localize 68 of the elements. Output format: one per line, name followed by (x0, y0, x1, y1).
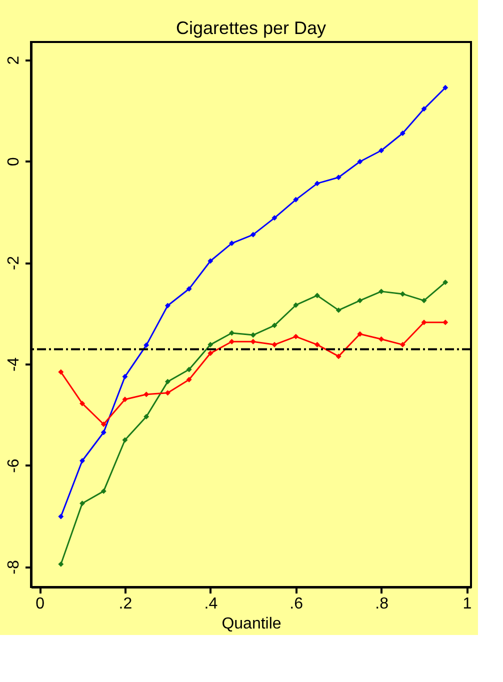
point (293, 196, 299, 202)
point (314, 292, 320, 298)
point (186, 376, 192, 382)
point (272, 342, 278, 348)
point (357, 158, 363, 164)
point (58, 561, 64, 567)
point (164, 302, 170, 308)
point (293, 302, 299, 308)
point (122, 437, 128, 443)
x-axis-title: Quantile (222, 616, 282, 632)
point (100, 488, 106, 494)
point (400, 342, 406, 348)
point (80, 500, 85, 506)
chart-title: Cigarettes per Day (176, 18, 326, 38)
point (144, 414, 150, 420)
x-tick-label: 1 (462, 596, 472, 612)
point (100, 422, 106, 427)
point (336, 354, 342, 360)
point (208, 258, 214, 264)
point (442, 320, 448, 326)
y-tick-label: 2 (6, 56, 22, 65)
point (400, 291, 406, 297)
point (442, 280, 448, 286)
point (122, 374, 128, 380)
point (122, 396, 128, 402)
x-tick-label: .6 (290, 596, 304, 612)
y-tick-label: -8 (6, 560, 22, 574)
point (250, 232, 256, 238)
point (186, 366, 192, 372)
point (100, 430, 106, 436)
point (144, 392, 150, 398)
point (58, 514, 64, 520)
point (378, 148, 384, 154)
point (272, 215, 278, 221)
point (336, 174, 342, 180)
point (164, 378, 170, 384)
point (229, 240, 235, 246)
point (421, 320, 427, 326)
point (272, 322, 278, 328)
point (336, 307, 342, 313)
point (164, 390, 170, 396)
x-tick-label: 0 (36, 596, 45, 612)
point (186, 286, 192, 292)
point (378, 288, 384, 294)
point (357, 331, 363, 337)
point (293, 334, 299, 340)
y-tick-label: -2 (6, 256, 22, 270)
x-tick-label: .4 (204, 596, 218, 612)
point (80, 458, 85, 464)
point (144, 342, 150, 348)
y-tick-label: -6 (6, 458, 22, 473)
point (421, 106, 427, 112)
point (314, 180, 320, 186)
x-tick-label: .8 (375, 596, 389, 612)
y-tick-label: -4 (6, 357, 22, 372)
y-tick-label: 0 (6, 157, 22, 166)
point (357, 298, 363, 304)
x-tick-label: .2 (118, 596, 132, 612)
point (378, 336, 384, 342)
point (314, 342, 320, 348)
point (80, 400, 85, 406)
point (442, 84, 448, 90)
point (250, 338, 256, 344)
point (58, 369, 64, 375)
point (400, 130, 406, 136)
point (208, 342, 214, 348)
point (421, 298, 427, 304)
point (208, 350, 214, 356)
